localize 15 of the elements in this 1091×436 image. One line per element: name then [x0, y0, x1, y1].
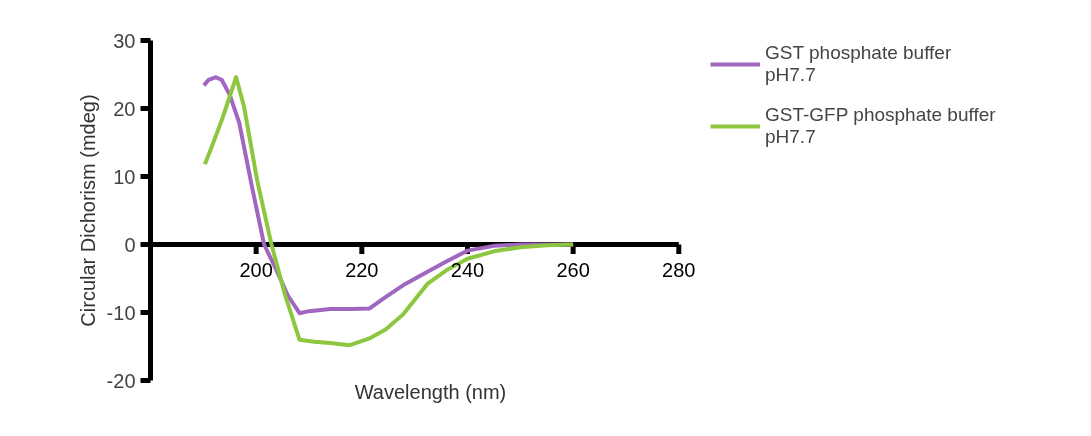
x-tick-label: 280 — [662, 258, 696, 281]
y-tick-label: 30 — [113, 29, 136, 52]
y-tick-label: -20 — [106, 369, 136, 392]
y-axis-title: Circular Dichorism (mdeg) — [76, 94, 99, 327]
y-tick-label: 10 — [113, 165, 136, 188]
x-tick-label: 220 — [345, 258, 379, 281]
y-tick-label: -10 — [106, 301, 136, 324]
x-tick-label: 240 — [450, 258, 485, 281]
legend-label: GST-GFP phosphate buffer pH7.7 — [765, 103, 996, 149]
y-tick-label: 20 — [113, 97, 136, 120]
x-tick-label: 200 — [239, 258, 273, 281]
x-tick-label: 260 — [556, 258, 590, 281]
y-tick-label: 0 — [124, 233, 136, 256]
legend-label: GST phosphate buffer pH7.7 — [765, 41, 952, 87]
x-axis-title: Wavelength (nm) — [354, 380, 507, 403]
